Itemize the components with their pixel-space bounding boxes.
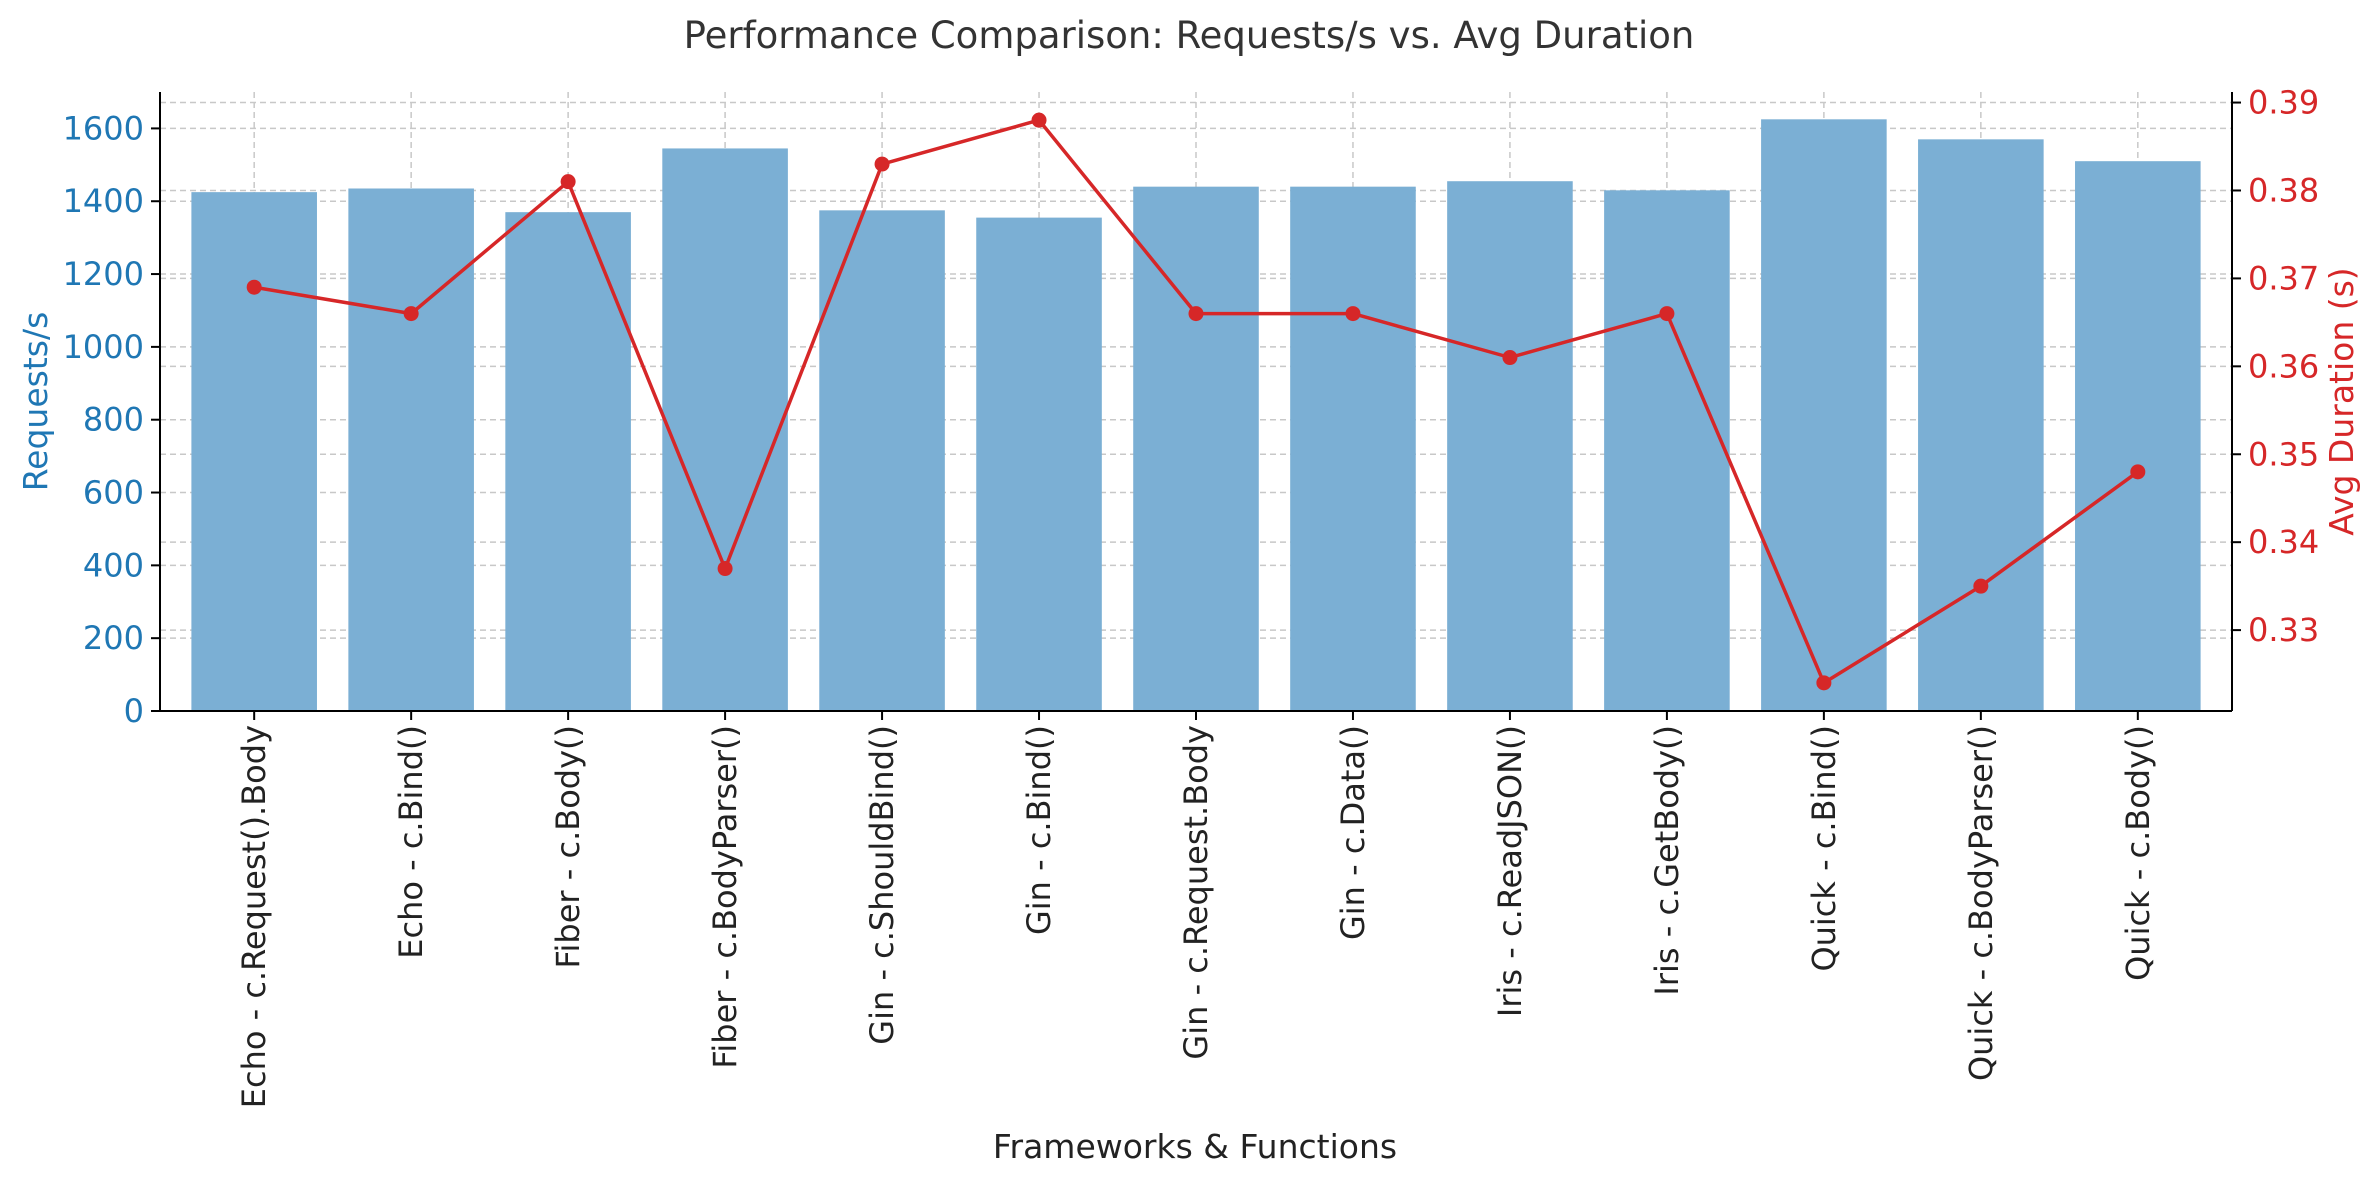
- x-tick-label-12: Quick - c.Body(): [2119, 725, 2157, 981]
- bars-layer: [191, 119, 2201, 712]
- x-tick-label-9: Iris - c.GetBody(): [1648, 725, 1686, 996]
- bar-9: [1604, 190, 1730, 711]
- duration-point-3: [717, 561, 733, 577]
- bar-1: [348, 188, 474, 711]
- duration-point-4: [874, 156, 890, 172]
- bar-8: [1447, 181, 1573, 712]
- chart-title: Performance Comparison: Requests/s vs. A…: [684, 14, 1695, 57]
- right-tick-label-6: 0.39: [2248, 84, 2319, 122]
- x-tick-label-4: Gin - c.ShouldBind(): [863, 725, 901, 1045]
- duration-point-0: [246, 279, 262, 295]
- right-axis-label: Avg Duration (s): [2322, 267, 2361, 535]
- left-tick-label-0: 0: [124, 692, 144, 730]
- right-tick-label-3: 0.36: [2248, 347, 2319, 385]
- line-layer: [246, 112, 2146, 691]
- duration-point-11: [1973, 578, 1989, 594]
- bar-4: [819, 210, 945, 711]
- right-tick-label-0: 0.33: [2248, 611, 2319, 649]
- bar-11: [1918, 139, 2044, 711]
- x-tick-label-1: Echo - c.Bind(): [392, 725, 430, 959]
- x-tick-label-7: Gin - c.Data(): [1334, 725, 1372, 940]
- right-tick-label-5: 0.38: [2248, 171, 2319, 209]
- x-tick-label-2: Fiber - c.Body(): [549, 725, 587, 969]
- bar-3: [662, 148, 788, 711]
- axes-layer: 0 200 400 600 800 1000 1200 1400 1600 0.33 0.34 0.3…: [63, 84, 2320, 730]
- duration-point-6: [1188, 306, 1204, 322]
- x-tick-labels: Echo - c.Request().Body Echo - c.Bind() Fi…: [235, 725, 2157, 1108]
- bar-6: [1133, 186, 1259, 711]
- bar-10: [1761, 119, 1887, 711]
- duration-point-9: [1659, 306, 1675, 322]
- right-tick-label-4: 0.37: [2248, 259, 2319, 297]
- x-tick-label-8: Iris - c.ReadJSON(): [1491, 725, 1529, 1017]
- x-axis-label: Frameworks & Functions: [993, 1127, 1397, 1166]
- right-tick-label-2: 0.35: [2248, 435, 2319, 473]
- bar-12: [2075, 161, 2201, 711]
- duration-point-10: [1816, 675, 1832, 691]
- duration-point-5: [1031, 112, 1047, 128]
- duration-point-1: [403, 306, 419, 322]
- x-tick-label-6: Gin - c.Request.Body: [1177, 725, 1215, 1060]
- left-tick-label-7: 1400: [63, 182, 144, 220]
- left-axis-label: Requests/s: [16, 312, 55, 492]
- left-tick-label-3: 600: [83, 474, 144, 512]
- bar-7: [1290, 186, 1416, 711]
- x-tick-label-11: Quick - c.BodyParser(): [1962, 725, 2000, 1081]
- duration-point-12: [2130, 464, 2146, 480]
- duration-point-8: [1502, 350, 1518, 366]
- left-tick-label-5: 1000: [63, 328, 144, 366]
- right-tick-label-1: 0.34: [2248, 523, 2319, 561]
- duration-point-7: [1345, 306, 1361, 322]
- x-tick-label-0: Echo - c.Request().Body: [235, 725, 273, 1108]
- left-tick-label-8: 1600: [63, 109, 144, 147]
- x-tick-label-5: Gin - c.Bind(): [1020, 725, 1058, 935]
- x-tick-label-3: Fiber - c.BodyParser(): [706, 725, 744, 1069]
- bar-0: [191, 192, 317, 712]
- left-tick-label-6: 1200: [63, 255, 144, 293]
- left-tick-label-2: 400: [83, 546, 144, 584]
- x-tick-label-10: Quick - c.Bind(): [1805, 725, 1843, 972]
- bar-5: [976, 217, 1102, 711]
- bar-2: [505, 212, 631, 712]
- left-tick-label-4: 800: [83, 401, 144, 439]
- left-tick-label-1: 200: [83, 619, 144, 657]
- duration-point-2: [560, 174, 576, 190]
